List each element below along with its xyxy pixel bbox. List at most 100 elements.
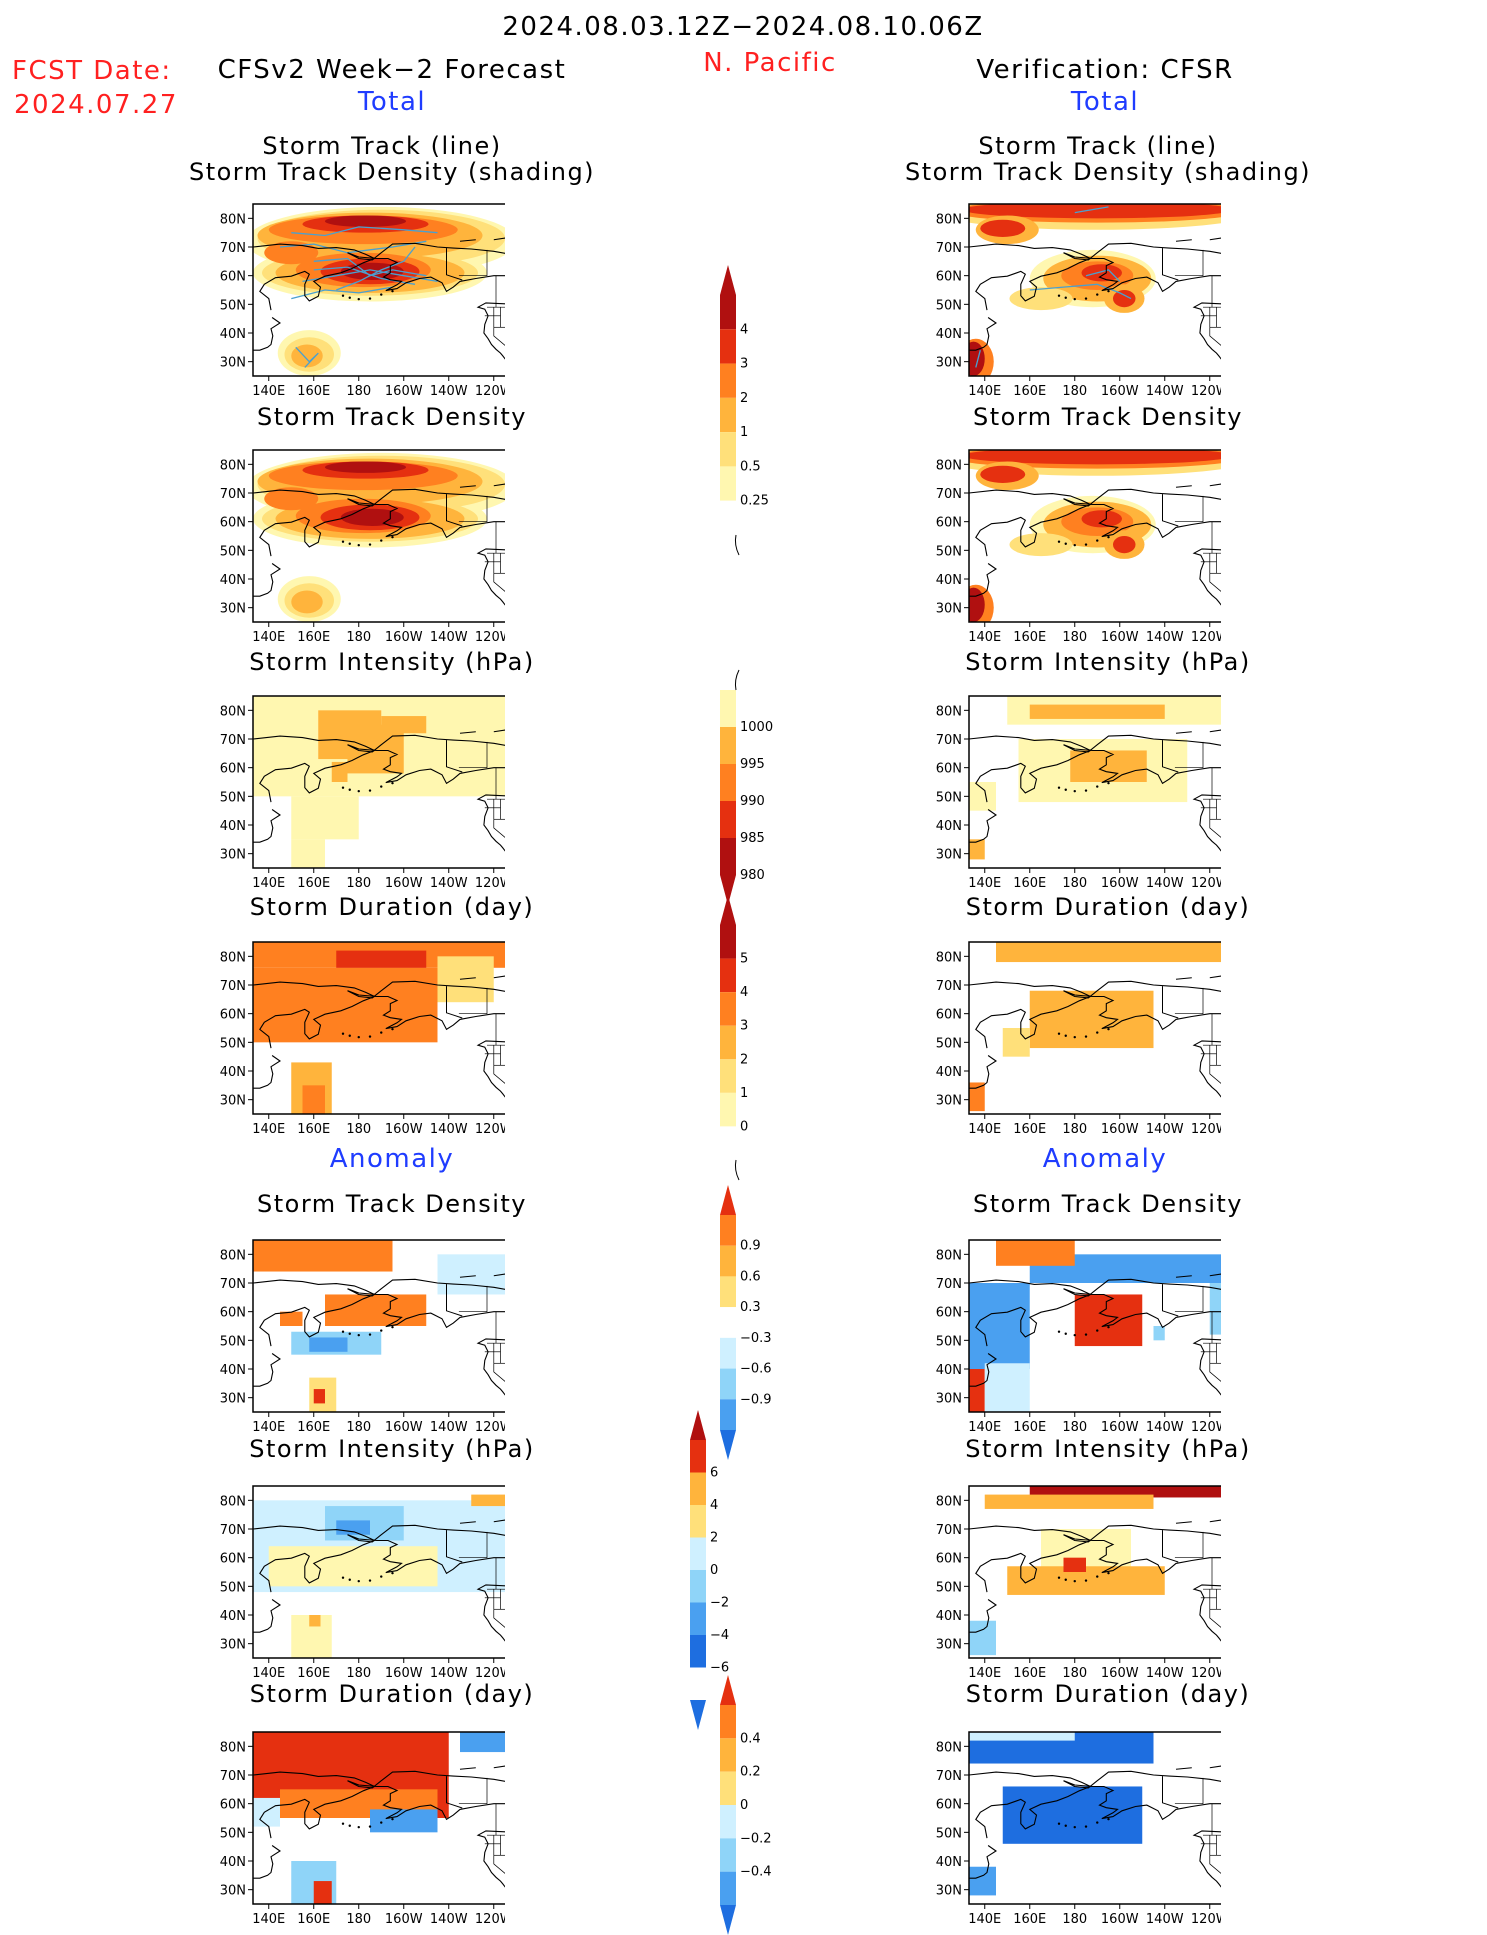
map-density-anom-right: 80N 70N 60N 50N 40N 30N 140E 160E 180 160W 140W 120… xyxy=(936,1239,1221,1435)
lat-tick-label: 40N xyxy=(936,1855,962,1870)
lon-tick-label: 160W xyxy=(385,1420,423,1435)
title-track-line-left: Storm Track (line) xyxy=(262,132,502,160)
title-duration-left: Storm Duration (day) xyxy=(249,893,535,921)
lon-tick-label: 160E xyxy=(297,1912,330,1927)
colorbar-label: 980 xyxy=(740,868,765,883)
lat-tick-label: 80N xyxy=(936,212,962,227)
field-shading xyxy=(969,942,1221,1112)
lat-tick-label: 50N xyxy=(220,1334,246,1349)
lat-tick-label: 80N xyxy=(936,704,962,719)
map-intensity-left: 80N 70N 60N 50N 40N 30N 140E 160E 180 160W 140W 120… xyxy=(220,695,505,891)
lat-tick-label: 50N xyxy=(936,1580,962,1595)
title-track-shading-right: Storm Track Density (shading) xyxy=(904,158,1312,186)
lon-tick-label: 140W xyxy=(430,384,468,399)
lon-tick-label: 140E xyxy=(968,1122,1001,1137)
lon-tick-label: 160W xyxy=(385,1122,423,1137)
field-shading xyxy=(253,696,505,868)
lat-tick-label: 50N xyxy=(220,1036,246,1051)
title-duration-anom-left: Storm Duration (day) xyxy=(249,1680,535,1708)
field-shading xyxy=(969,450,1221,622)
colorbar-label: 6 xyxy=(710,1466,718,1481)
lat-tick-label: 30N xyxy=(220,356,246,371)
lat-tick-label: 70N xyxy=(936,1523,962,1538)
colorbar-label: 1 xyxy=(740,1086,748,1101)
lon-tick-label: 140W xyxy=(1146,1912,1184,1927)
lat-tick-label: 70N xyxy=(220,487,246,502)
colorbar-label: 0.5 xyxy=(740,459,761,474)
lon-tick-label: 120W xyxy=(475,384,505,399)
map-duration-left: 80N 70N 60N 50N 40N 30N 140E 160E 180 160W 140W 120… xyxy=(220,941,505,1137)
lon-tick-label: 180 xyxy=(1062,384,1087,399)
lon-tick-label: 160W xyxy=(385,1912,423,1927)
right-column-title: Verification: CFSR xyxy=(976,55,1234,85)
lat-tick-label: 30N xyxy=(936,356,962,371)
colorbar-label: 4 xyxy=(740,322,748,337)
lon-tick-label: 140E xyxy=(252,1666,285,1681)
lat-tick-label: 80N xyxy=(220,1740,246,1755)
colorbar-label: 0.2 xyxy=(740,1765,761,1780)
lon-tick-label: 140W xyxy=(1146,630,1184,645)
colorbar-density-total: 4 3 2 1 0.5 0.25 xyxy=(720,265,769,556)
lon-tick-label: 120W xyxy=(1191,1420,1221,1435)
lon-tick-label: 140W xyxy=(430,1420,468,1435)
field-shading xyxy=(969,1240,1221,1412)
colorbar-label: 0.9 xyxy=(740,1239,761,1254)
lat-tick-label: 70N xyxy=(936,241,962,256)
lon-tick-label: 160E xyxy=(297,876,330,891)
lat-tick-label: 30N xyxy=(220,848,246,863)
fcst-date-value: 2024.07.27 xyxy=(14,90,178,120)
lon-tick-label: 180 xyxy=(1062,1912,1087,1927)
lat-tick-label: 40N xyxy=(936,1363,962,1378)
period-title: 2024.08.03.12Z−2024.08.10.06Z xyxy=(502,12,984,42)
lon-tick-label: 180 xyxy=(346,1912,371,1927)
lat-tick-label: 80N xyxy=(220,1248,246,1263)
colorbar-label: 3 xyxy=(740,357,748,372)
map-density-anom-left: 80N 70N 60N 50N 40N 30N 140E 160E 180 160W 140W 120… xyxy=(220,1239,505,1435)
colorbar-label: 0.3 xyxy=(740,1300,761,1315)
map-density-right: 80N 70N 60N 50N 40N 30N 140E 160E 180 160W 140W 120… xyxy=(936,449,1221,645)
map-intensity-anom-right: 80N 70N 60N 50N 40N 30N 140E 160E 180 160W 140W 120… xyxy=(936,1485,1221,1681)
lon-tick-label: 180 xyxy=(346,384,371,399)
lat-tick-label: 40N xyxy=(936,1609,962,1624)
field-shading xyxy=(253,206,505,376)
lat-tick-label: 70N xyxy=(936,487,962,502)
lon-tick-label: 180 xyxy=(1062,876,1087,891)
lon-tick-label: 180 xyxy=(1062,1420,1087,1435)
colorbar-label: 0 xyxy=(740,1119,748,1134)
lon-tick-label: 140E xyxy=(968,1666,1001,1681)
lon-tick-label: 140W xyxy=(430,876,468,891)
lat-tick-label: 50N xyxy=(936,1334,962,1349)
lat-tick-label: 40N xyxy=(220,819,246,834)
lon-tick-label: 140W xyxy=(1146,876,1184,891)
lat-tick-label: 40N xyxy=(220,573,246,588)
lat-tick-label: 70N xyxy=(220,979,246,994)
map-duration-anom-right: 80N 70N 60N 50N 40N 30N 140E 160E 180 160W 140W 120… xyxy=(936,1731,1221,1927)
map-duration-right: 80N 70N 60N 50N 40N 30N 140E 160E 180 160W 140W 120… xyxy=(936,941,1221,1137)
lat-tick-label: 80N xyxy=(220,704,246,719)
lat-tick-label: 60N xyxy=(936,516,962,531)
lat-tick-label: 70N xyxy=(220,1277,246,1292)
lat-tick-label: 70N xyxy=(220,241,246,256)
lon-tick-label: 140E xyxy=(968,1912,1001,1927)
field-shading xyxy=(969,1486,1221,1656)
field-shading xyxy=(969,204,1221,376)
colorbar-label: 5 xyxy=(740,952,748,967)
lat-tick-label: 80N xyxy=(220,1494,246,1509)
field-shading xyxy=(253,452,505,622)
left-column-title: CFSv2 Week−2 Forecast xyxy=(217,55,567,85)
lon-tick-label: 120W xyxy=(1191,1122,1221,1137)
field-shading xyxy=(253,1732,505,1904)
lon-tick-label: 160E xyxy=(1013,384,1046,399)
field-shading xyxy=(969,696,1221,860)
lat-tick-label: 60N xyxy=(936,762,962,777)
colorbar-label: 990 xyxy=(740,794,765,809)
lat-tick-label: 30N xyxy=(220,1392,246,1407)
colorbar-label: 0.4 xyxy=(740,1731,761,1746)
lat-tick-label: 50N xyxy=(936,544,962,559)
colorbar-intensity-total: 1000 995 990 985 980 xyxy=(720,669,773,905)
lon-tick-label: 140W xyxy=(1146,1666,1184,1681)
colorbar-label: 0 xyxy=(710,1563,718,1578)
colorbar-label: 0 xyxy=(740,1798,748,1813)
lon-tick-label: 180 xyxy=(346,1666,371,1681)
lat-tick-label: 60N xyxy=(220,1008,246,1023)
